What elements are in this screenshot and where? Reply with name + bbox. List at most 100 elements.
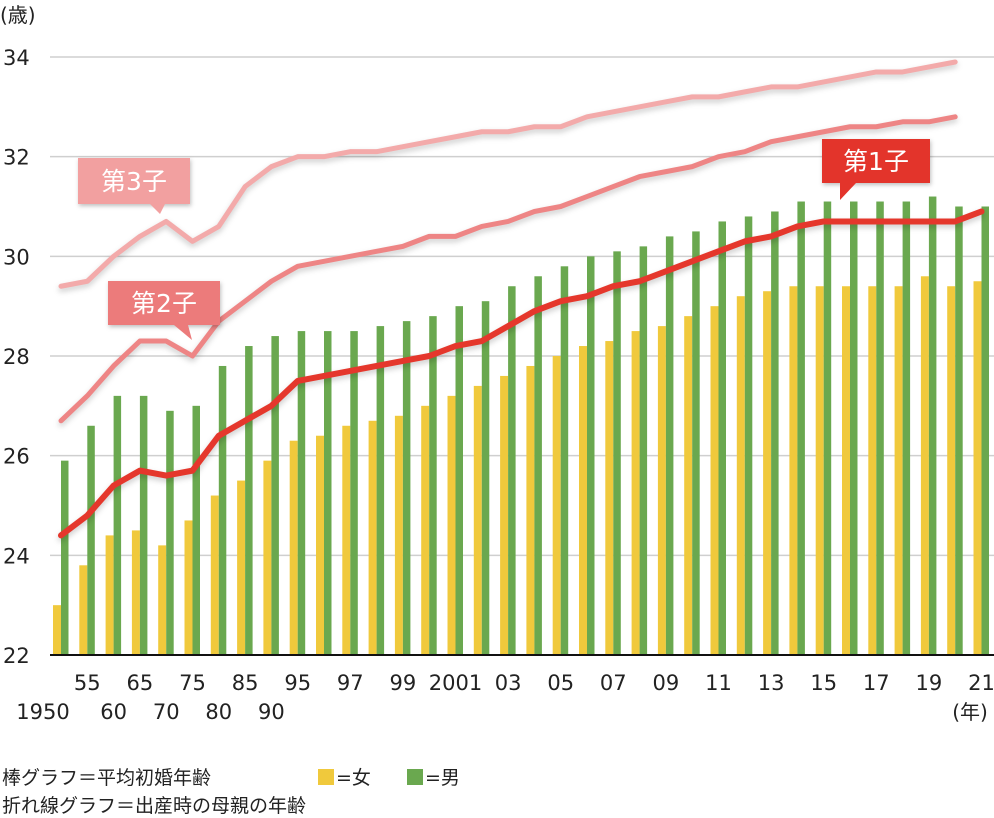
bar-male	[534, 276, 542, 655]
x-tick-label: 70	[153, 700, 180, 724]
bar-male	[718, 221, 726, 655]
x-tick-label: 97	[337, 671, 364, 695]
bar-male	[455, 306, 463, 655]
x-tick-label: 55	[74, 671, 101, 695]
callout-label: 第2子	[131, 289, 197, 318]
bar-male	[587, 256, 595, 655]
line-3-child	[58, 59, 958, 289]
bar-male	[113, 395, 122, 655]
bar-female	[789, 286, 798, 655]
bar-male	[192, 405, 200, 655]
bar-female	[579, 346, 587, 655]
bar-female	[394, 415, 403, 655]
y-tick-label: 30	[3, 245, 30, 269]
bar-male	[876, 201, 884, 655]
bar-male	[823, 201, 832, 655]
legend-female: =女	[318, 763, 371, 790]
bar-male	[61, 460, 69, 655]
bar-male	[613, 251, 621, 655]
x-tick-label: 99	[390, 671, 417, 695]
x-tick-label: 1950	[16, 700, 69, 724]
callout-2-child	[108, 281, 220, 325]
bar-female	[158, 545, 167, 655]
bar-female	[920, 276, 929, 655]
x-tick-label: 09	[653, 671, 680, 695]
bar-male	[665, 236, 674, 655]
x-tick-label: 65	[127, 671, 154, 695]
bar-female	[316, 435, 324, 655]
callout-1-child	[822, 139, 930, 183]
callout-pointer	[840, 183, 856, 200]
line-1-child	[58, 208, 985, 539]
bar-male	[376, 326, 385, 655]
x-tick-label: 11	[705, 671, 732, 695]
bar-male	[297, 331, 306, 655]
legend-bar-title: 棒グラフ＝平均初婚年齢	[2, 767, 212, 789]
bar-female	[342, 425, 351, 655]
bar-female	[973, 281, 982, 655]
x-tick-label: 07	[600, 671, 627, 695]
x-tick-label: 80	[205, 700, 232, 724]
legend-female-label: =女	[336, 767, 371, 789]
bar-female	[736, 296, 745, 655]
bar-female	[368, 420, 377, 655]
bar-male	[350, 331, 358, 655]
bar-male	[218, 365, 227, 655]
y-tick-label: 32	[3, 146, 30, 170]
y-tick-label: 26	[3, 445, 30, 469]
bar-female	[210, 495, 219, 655]
legend-male-label: =男	[425, 767, 460, 789]
bar-male	[850, 201, 858, 655]
bar-male	[429, 316, 437, 655]
bar-male	[902, 201, 911, 655]
bar-male	[271, 336, 279, 655]
callout-label: 第3子	[101, 167, 167, 196]
bar-male	[981, 206, 989, 655]
bar-female	[947, 286, 956, 655]
line-2-child	[58, 114, 958, 424]
bar-female	[605, 341, 614, 655]
x-tick-label: 85	[232, 671, 259, 695]
bar-male	[928, 196, 937, 656]
y-tick-label: 34	[3, 46, 30, 70]
legend-male: =男	[407, 763, 460, 790]
x-tick-label: 13	[758, 671, 785, 695]
bar-female	[868, 286, 877, 655]
bar-female	[552, 356, 561, 655]
bar-female	[473, 385, 482, 655]
y-tick-label: 22	[3, 644, 30, 668]
legend-male-swatch	[407, 769, 423, 785]
bar-male	[560, 266, 569, 655]
bar-male	[771, 211, 779, 655]
bar-female	[263, 460, 272, 655]
bar-female	[105, 535, 114, 655]
x-tick-label: 17	[863, 671, 890, 695]
bar-male	[245, 346, 253, 655]
x-tick-label: 05	[547, 671, 574, 695]
bar-male	[402, 321, 411, 655]
callout-pointer	[150, 204, 165, 214]
bar-male	[639, 246, 648, 655]
bar-male	[955, 206, 963, 655]
bar-female	[289, 440, 298, 655]
bar-male	[481, 301, 490, 655]
bar-male	[508, 286, 516, 655]
legend-line-title: 折れ線グラフ＝出産時の母親の年齢	[2, 795, 307, 817]
bar-male	[139, 395, 148, 655]
bar-male	[692, 231, 700, 655]
bar-male	[324, 331, 332, 655]
bar-female	[657, 326, 666, 655]
callout-pointer	[174, 325, 192, 340]
bar-female	[763, 291, 772, 655]
bar-female	[184, 520, 193, 655]
bar-female	[53, 605, 61, 655]
bar-male	[87, 425, 95, 655]
bar-male	[166, 410, 174, 655]
x-tick-label: 19	[916, 671, 943, 695]
x-tick-label: 75	[179, 671, 206, 695]
bar-female	[631, 331, 640, 655]
x-tick-label: 2001	[429, 671, 482, 695]
bar-female	[79, 565, 88, 655]
bar-female	[131, 530, 140, 655]
bar-female	[684, 316, 693, 655]
